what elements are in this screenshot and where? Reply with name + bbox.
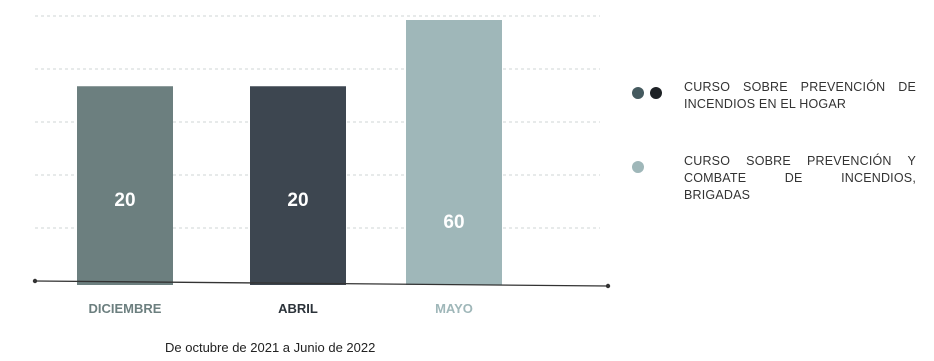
category-label: DICIEMBRE [89,301,162,316]
bar-abril [250,86,346,285]
bar-value-label: 60 [443,212,464,233]
bars: 20 20 60 [77,20,502,285]
legend-dot-icon [632,87,644,99]
legend-item-hogar: CURSO SOBRE PREVENCIÓN DE INCENDIOS EN E… [632,79,922,113]
category-label: ABRIL [278,301,318,316]
bar-value-label: 20 [287,190,308,211]
legend-item-brigadas: CURSO SOBRE PREVENCIÓN Y COMBATE DE INCE… [632,153,922,204]
bar-value-label: 20 [114,190,135,211]
category-labels: DICIEMBRE ABRIL MAYO [89,301,473,316]
legend-dots [632,153,684,173]
x-axis-line [34,280,609,287]
bar-diciembre [77,86,173,285]
legend-label: CURSO SOBRE PREVENCIÓN DE INCENDIOS EN E… [684,80,916,111]
x-axis-start-dot [32,278,38,284]
bar-mayo [406,20,502,285]
x-axis-end-dot [605,283,611,289]
legend-dot-icon [632,161,644,173]
legend-label: CURSO SOBRE PREVENCIÓN Y COMBATE DE INCE… [684,154,916,202]
category-label: MAYO [435,301,473,316]
chart-footnote: De octubre de 2021 a Junio de 2022 [165,340,376,355]
legend-dots [632,79,684,99]
bar-chart: 20 20 60 DICIEMBRE ABRIL MAYO [32,15,611,316]
legend-dot-icon [650,87,662,99]
